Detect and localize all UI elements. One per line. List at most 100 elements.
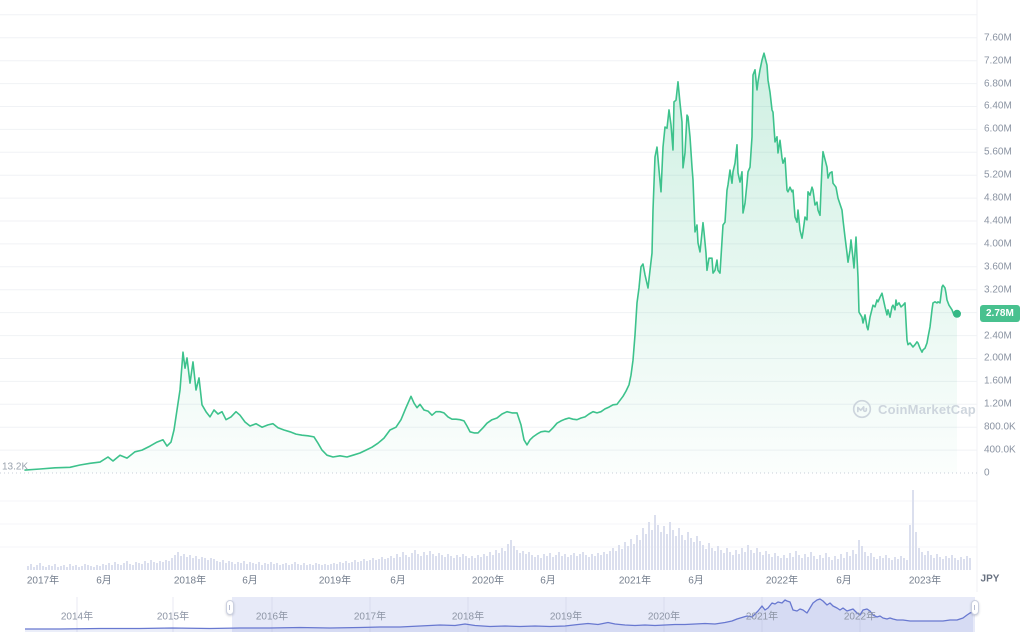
volume-bar [444, 557, 446, 570]
volume-bar [933, 558, 935, 570]
volume-bar [159, 561, 161, 570]
volume-bar [519, 553, 521, 570]
y-axis-label: 6.00M [984, 123, 1012, 135]
volume-bar [129, 564, 131, 570]
navigator-left-handle[interactable] [226, 600, 234, 615]
volume-bar [855, 554, 857, 570]
volume-bar [594, 556, 596, 570]
volume-bar [618, 545, 620, 570]
volume-bar [390, 556, 392, 570]
volume-bar [849, 556, 851, 570]
volume-bar [171, 558, 173, 570]
volume-bar [597, 553, 599, 570]
volume-bar [762, 555, 764, 570]
volume-bar [282, 564, 284, 570]
x-axis-label: 2020年 [471, 575, 505, 587]
volume-bar [81, 566, 83, 570]
navigator-year-label: 2016年 [255, 611, 289, 623]
volume-bar [927, 551, 929, 570]
navigator-right-handle[interactable] [971, 600, 979, 615]
volume-bar [711, 548, 713, 570]
y-axis-label: 4.80M [984, 192, 1012, 204]
volume-bar [54, 564, 56, 570]
navigator-year-label: 2020年 [647, 611, 681, 623]
last-price-dot [953, 309, 961, 318]
volume-bar [657, 525, 659, 570]
volume-bar [912, 490, 914, 570]
volume-bar [909, 525, 911, 570]
volume-bar [309, 564, 311, 570]
y-axis-label: 6.80M [984, 78, 1012, 90]
coinmarketcap-watermark: CoinMarketCap [852, 399, 976, 419]
volume-bar [606, 554, 608, 570]
volume-bar [297, 564, 299, 570]
volume-bar [903, 558, 905, 570]
volume-bar [831, 560, 833, 570]
volume-bar [885, 555, 887, 570]
volume-bar [549, 553, 551, 570]
volume-bar [489, 552, 491, 570]
volume-bar [783, 555, 785, 570]
volume-bar [72, 566, 74, 570]
x-axis-label: 2021年 [618, 575, 652, 587]
volume-bar [672, 530, 674, 570]
volume-bar [294, 562, 296, 570]
volume-bar [300, 565, 302, 570]
volume-bar [819, 555, 821, 570]
volume-bar [522, 551, 524, 570]
volume-bar [768, 554, 770, 570]
navigator-line [25, 598, 974, 630]
navigator-selected-range[interactable] [232, 597, 975, 632]
volume-bar [255, 564, 257, 570]
volume-bar [168, 561, 170, 570]
volume-bar [234, 564, 236, 570]
volume-bar [198, 559, 200, 570]
volume-bar [696, 536, 698, 570]
volume-bar [948, 558, 950, 570]
volume-bar [723, 553, 725, 570]
current-price-badge: 2.78M [980, 305, 1020, 323]
volume-bar [588, 557, 590, 570]
price-line [24, 52, 958, 471]
volume-bar [780, 558, 782, 570]
volume-bar [684, 540, 686, 570]
volume-bar [504, 551, 506, 570]
volume-bar [207, 560, 209, 570]
volume-bar [276, 563, 278, 570]
volume-bar [63, 565, 65, 570]
volume-bar [870, 553, 872, 570]
volume-bar [753, 553, 755, 570]
x-axis-label: 2019年 [318, 575, 352, 587]
volume-bar [651, 530, 653, 570]
volume-bar [339, 562, 341, 570]
volume-bar [693, 542, 695, 570]
volume-bar [249, 562, 251, 570]
volume-bar [852, 550, 854, 570]
volume-bar [918, 548, 920, 570]
volume-bar [75, 565, 77, 570]
volume-bar [39, 563, 41, 570]
volume-bar [105, 565, 107, 570]
y-axis-label: 3.20M [984, 284, 1012, 296]
volume-bar [897, 559, 899, 570]
volume-bar [213, 559, 215, 570]
volume-bar [291, 564, 293, 570]
volume-bar [423, 552, 425, 570]
volume-bar [525, 554, 527, 570]
volume-bar [132, 565, 134, 570]
volume-bar [690, 538, 692, 570]
volume-bar [540, 558, 542, 570]
volume-bar [738, 554, 740, 570]
volume-bar [138, 563, 140, 570]
volume-bar [483, 554, 485, 570]
volume-bar [237, 562, 239, 570]
volume-bar [669, 522, 671, 570]
volume-bar [864, 552, 866, 570]
volume-bar [402, 552, 404, 570]
volume-bar [471, 556, 473, 570]
volume-bar [873, 557, 875, 570]
volume-bar [807, 557, 809, 570]
volume-bar [285, 563, 287, 570]
